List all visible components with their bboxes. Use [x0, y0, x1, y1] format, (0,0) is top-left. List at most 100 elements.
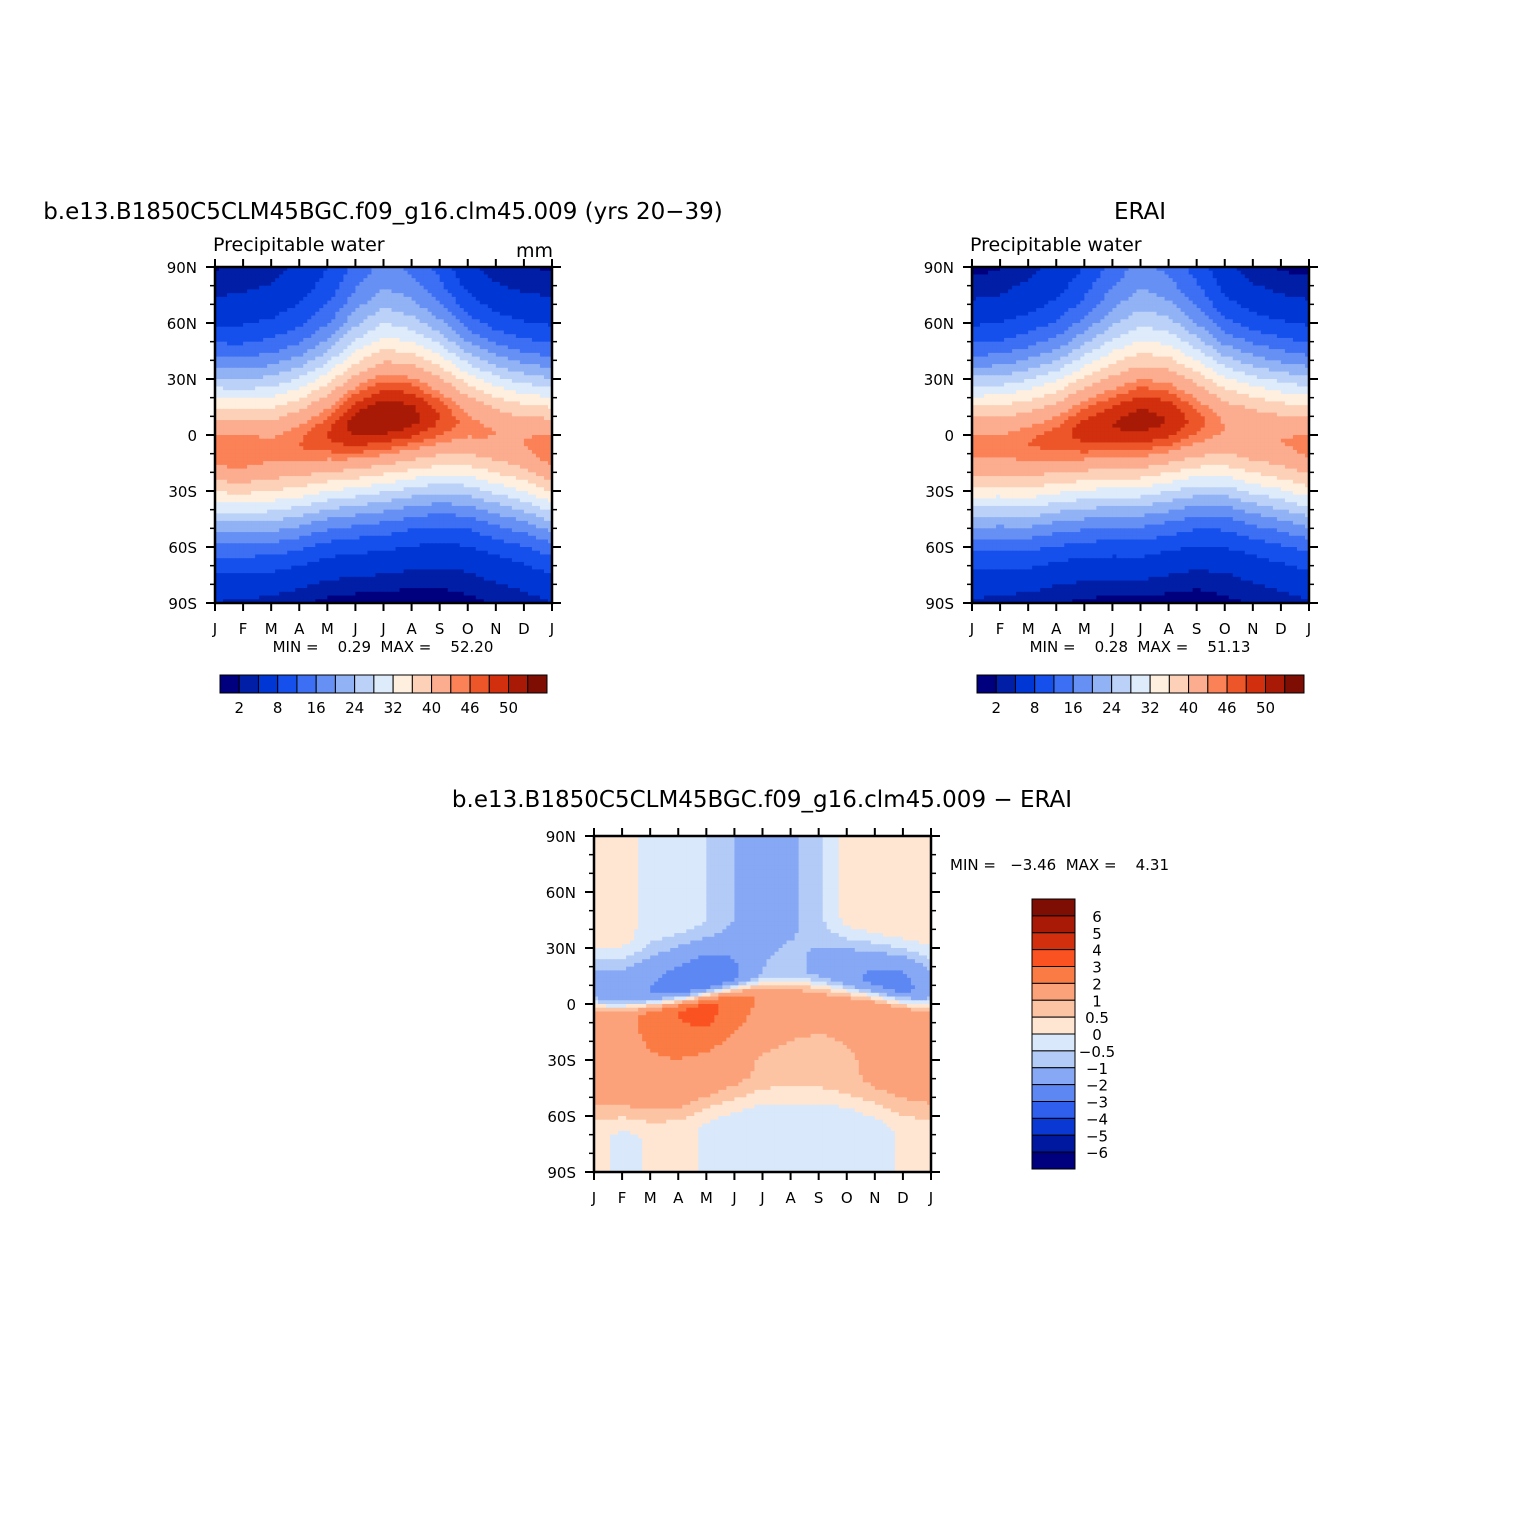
field-cell: [407, 319, 413, 324]
field-cell: [451, 334, 457, 339]
field-cell: [411, 476, 417, 481]
field-cell: [267, 352, 272, 358]
field-cell: [247, 435, 252, 440]
field-cell: [375, 367, 381, 373]
field-cell: [491, 479, 497, 485]
field-cell: [535, 408, 541, 414]
field-cell: [219, 308, 224, 313]
field-cell: [215, 442, 220, 447]
field-cell: [399, 367, 405, 373]
field-cell: [223, 390, 228, 395]
field-cell: [423, 356, 429, 361]
field-cell: [359, 315, 365, 320]
field-cell: [287, 337, 292, 343]
field-cell: [287, 408, 292, 414]
field-cell: [247, 476, 252, 481]
field-cell: [235, 326, 240, 332]
field-cell: [459, 416, 465, 421]
field-cell: [531, 431, 537, 436]
field-cell: [403, 390, 409, 395]
field-cell: [287, 420, 292, 425]
field-cell: [231, 300, 236, 305]
field-cell: [223, 300, 228, 305]
field-cell: [287, 345, 292, 350]
field-cell: [411, 293, 417, 298]
field-cell: [455, 397, 461, 402]
field-cell: [439, 364, 445, 369]
field-cell: [467, 367, 473, 373]
field-cell: [343, 390, 348, 395]
field-cell: [511, 464, 517, 470]
field-cell: [239, 457, 244, 462]
field-cell: [459, 356, 465, 361]
field-cell: [499, 330, 505, 335]
field-cell: [415, 442, 421, 447]
field-cell: [503, 289, 509, 294]
field-cell: [407, 435, 413, 440]
field-cell: [255, 341, 260, 346]
field-cell: [231, 393, 236, 399]
field-cell: [315, 315, 320, 320]
field-cell: [395, 296, 401, 302]
field-cell: [423, 281, 429, 287]
field-cell: [471, 464, 477, 470]
field-cell: [407, 326, 413, 332]
field-cell: [495, 337, 501, 343]
field-cell: [387, 479, 393, 485]
field-cell: [327, 270, 332, 276]
field-cell: [411, 442, 417, 447]
field-cell: [403, 337, 409, 343]
field-cell: [411, 375, 417, 380]
field-cell: [327, 483, 332, 488]
field-cell: [427, 412, 433, 417]
field-cell: [507, 379, 513, 384]
field-cell: [455, 360, 461, 365]
field-cell: [403, 420, 409, 425]
field-cell: [351, 461, 357, 466]
field-cell: [383, 360, 389, 365]
field-cell: [351, 345, 357, 350]
field-cell: [303, 345, 308, 350]
field-cell: [495, 408, 501, 414]
field-cell: [311, 364, 316, 369]
field-cell: [295, 438, 300, 444]
field-cell: [223, 293, 228, 298]
field-cell: [539, 468, 545, 473]
field-cell: [271, 341, 276, 346]
field-cell: [263, 281, 268, 287]
field-cell: [479, 375, 485, 380]
field-cell: [415, 296, 421, 302]
field-cell: [439, 483, 445, 488]
field-cell: [251, 311, 256, 317]
field-cell: [495, 267, 501, 272]
field-cell: [215, 356, 220, 361]
field-cell: [507, 446, 513, 451]
field-cell: [535, 367, 541, 373]
field-cell: [347, 323, 352, 328]
field-cell: [251, 308, 256, 313]
field-cell: [255, 360, 260, 365]
field-cell: [415, 334, 421, 339]
field-cell: [471, 293, 477, 298]
field-cell: [511, 393, 517, 399]
field-cell: [395, 435, 401, 440]
field-cell: [295, 360, 300, 365]
field-cell: [291, 408, 296, 414]
field-cell: [435, 457, 441, 462]
field-cell: [335, 438, 340, 444]
field-cell: [219, 446, 224, 451]
field-cell: [407, 472, 413, 477]
field-cell: [419, 341, 425, 346]
field-cell: [463, 427, 469, 432]
field-cell: [419, 453, 425, 458]
field-cell: [467, 315, 473, 320]
field-cell: [327, 461, 332, 466]
field-cell: [299, 278, 304, 283]
field-cell: [435, 479, 441, 485]
field-cell: [303, 393, 308, 399]
field-cell: [303, 408, 308, 414]
field-cell: [295, 435, 300, 440]
field-cell: [235, 423, 240, 429]
field-cell: [507, 352, 513, 358]
field-cell: [507, 401, 513, 406]
